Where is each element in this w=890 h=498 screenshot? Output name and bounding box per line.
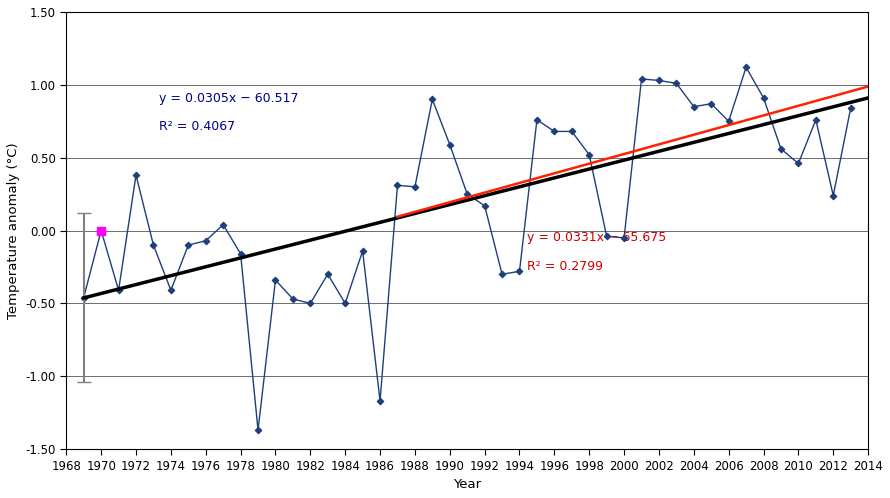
Point bbox=[809, 116, 823, 124]
Text: R² = 0.2799: R² = 0.2799 bbox=[528, 260, 603, 273]
Point bbox=[687, 103, 701, 111]
Point bbox=[338, 299, 352, 307]
Point bbox=[530, 116, 544, 124]
Text: y = 0.0331x − 65.675: y = 0.0331x − 65.675 bbox=[528, 232, 667, 245]
Point bbox=[129, 171, 143, 179]
Point bbox=[269, 276, 283, 284]
Point bbox=[233, 250, 247, 258]
Point bbox=[478, 202, 492, 210]
X-axis label: Year: Year bbox=[453, 478, 481, 491]
Point bbox=[460, 190, 474, 198]
Point bbox=[635, 75, 649, 83]
Point bbox=[408, 183, 422, 191]
Point bbox=[442, 140, 457, 148]
Point bbox=[582, 151, 596, 159]
Point bbox=[425, 96, 440, 104]
Point bbox=[600, 233, 614, 241]
Point bbox=[513, 267, 527, 275]
Point bbox=[77, 293, 91, 301]
Point bbox=[303, 299, 318, 307]
Point bbox=[216, 221, 231, 229]
Point bbox=[844, 104, 858, 112]
Point bbox=[704, 100, 718, 108]
Point bbox=[320, 270, 335, 278]
Point bbox=[198, 237, 213, 245]
Point bbox=[773, 145, 788, 153]
Point bbox=[94, 227, 109, 235]
Point bbox=[651, 77, 666, 85]
Point bbox=[826, 192, 840, 200]
Point bbox=[182, 241, 196, 249]
Point bbox=[94, 227, 109, 235]
Point bbox=[164, 286, 178, 294]
Point bbox=[391, 181, 405, 189]
Point bbox=[251, 426, 265, 434]
Point bbox=[355, 247, 369, 255]
Point bbox=[286, 295, 300, 303]
Point bbox=[373, 397, 387, 405]
Point bbox=[756, 94, 771, 102]
Point bbox=[146, 241, 160, 249]
Point bbox=[669, 79, 684, 87]
Text: y = 0.0305x − 60.517: y = 0.0305x − 60.517 bbox=[158, 92, 298, 105]
Point bbox=[739, 63, 753, 71]
Point bbox=[791, 159, 805, 167]
Point bbox=[564, 127, 578, 135]
Point bbox=[547, 127, 562, 135]
Text: R² = 0.4067: R² = 0.4067 bbox=[158, 120, 235, 133]
Y-axis label: Temperature anomaly (°C): Temperature anomaly (°C) bbox=[7, 142, 20, 319]
Point bbox=[111, 286, 125, 294]
Point bbox=[722, 117, 736, 125]
Point bbox=[617, 234, 631, 242]
Point bbox=[495, 270, 509, 278]
